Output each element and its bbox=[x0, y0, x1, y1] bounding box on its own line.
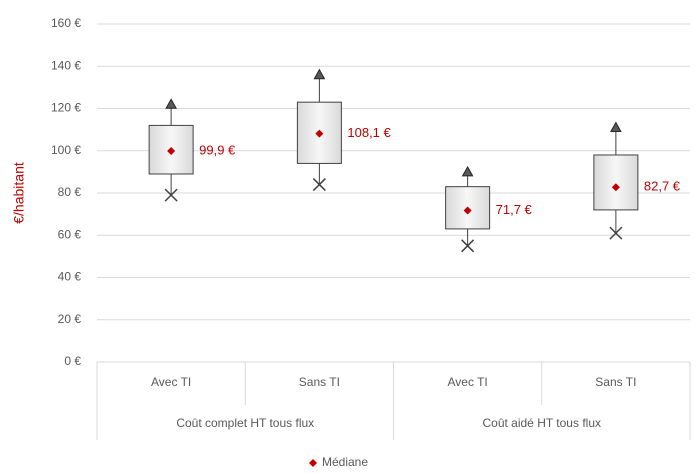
y-tick-label: 120 € bbox=[51, 101, 81, 115]
group-label: Coût aidé HT tous flux bbox=[482, 416, 601, 430]
y-tick-label: 0 € bbox=[64, 354, 81, 368]
max-marker bbox=[165, 98, 177, 109]
data-label: 99,9 € bbox=[199, 142, 236, 157]
data-label: 82,7 € bbox=[644, 179, 681, 194]
min-marker bbox=[164, 188, 178, 202]
box bbox=[593, 154, 639, 211]
median-marker bbox=[611, 183, 620, 192]
data-label: 108,1 € bbox=[347, 125, 391, 140]
median-marker bbox=[167, 146, 176, 155]
legend-marker bbox=[309, 459, 317, 467]
min-marker bbox=[461, 239, 475, 253]
x-tick-label: Avec TI bbox=[151, 375, 191, 389]
max-marker bbox=[610, 121, 622, 133]
y-tick-label: 20 € bbox=[58, 312, 82, 326]
y-tick-label: 160 € bbox=[51, 16, 81, 30]
data-label: 71,7 € bbox=[496, 202, 533, 217]
median-marker bbox=[315, 129, 324, 138]
max-marker bbox=[461, 165, 474, 177]
legend-label: Médiane bbox=[322, 455, 368, 469]
y-tick-label: 100 € bbox=[51, 143, 81, 157]
group-label: Coût complet HT tous flux bbox=[176, 416, 314, 430]
y-tick-label: 140 € bbox=[51, 58, 81, 72]
max-marker bbox=[313, 68, 326, 80]
y-axis-label: €/habitant bbox=[11, 162, 27, 224]
y-tick-label: 80 € bbox=[58, 185, 82, 199]
median-marker bbox=[463, 206, 472, 215]
y-tick-label: 60 € bbox=[58, 227, 82, 241]
min-marker bbox=[312, 178, 326, 192]
min-marker bbox=[609, 226, 623, 240]
y-tick-label: 40 € bbox=[58, 270, 82, 284]
x-tick-label: Sans TI bbox=[299, 375, 340, 389]
x-tick-label: Avec TI bbox=[448, 375, 488, 389]
x-tick-label: Sans TI bbox=[595, 375, 636, 389]
